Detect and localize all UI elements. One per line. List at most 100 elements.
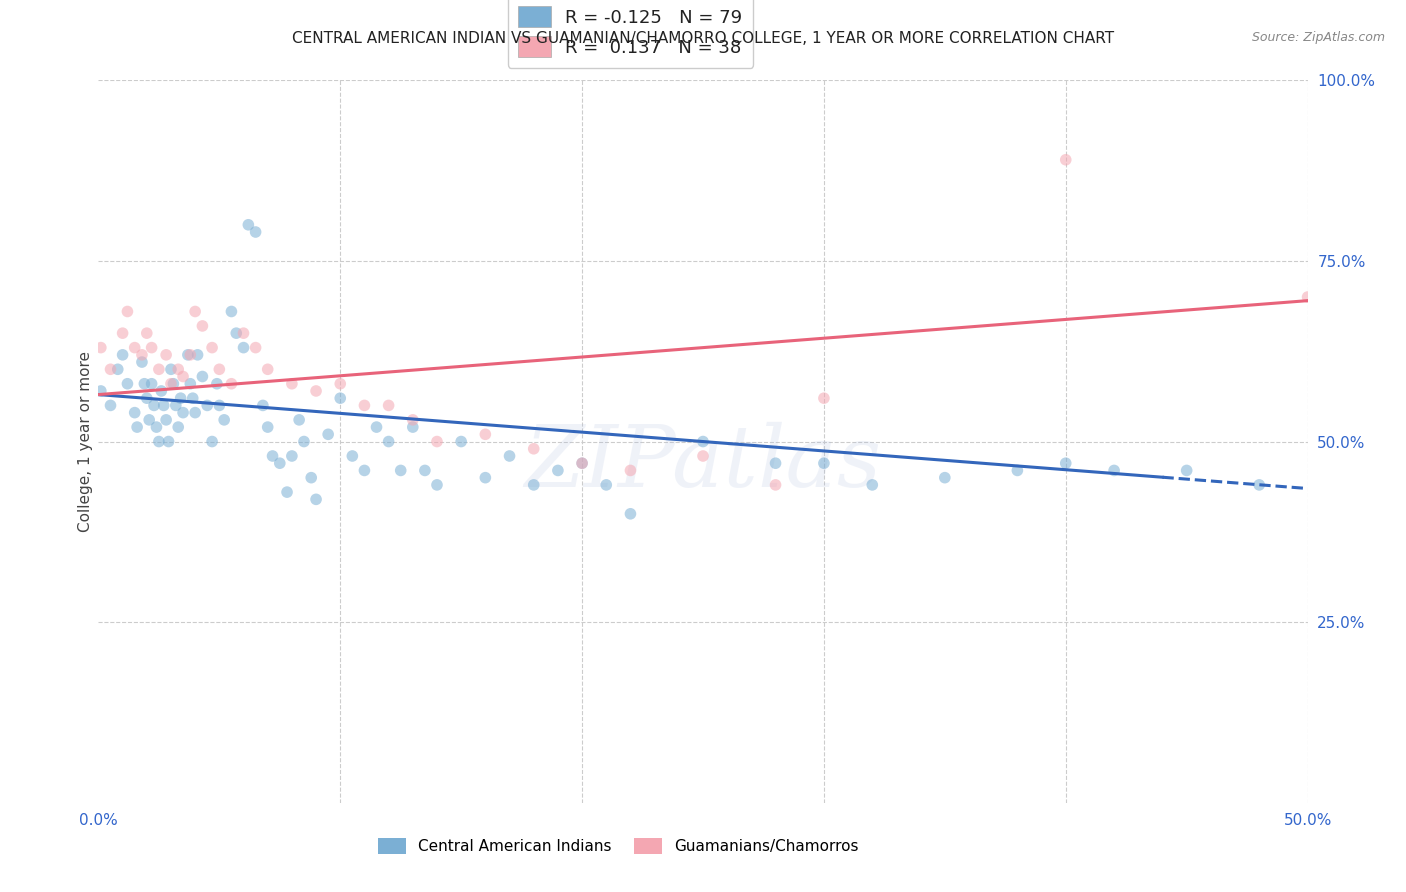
Point — [225, 326, 247, 340]
Point — [305, 492, 328, 507]
Point — [571, 456, 593, 470]
Point — [619, 463, 641, 477]
Point — [256, 362, 278, 376]
Point — [269, 456, 291, 470]
Point — [252, 398, 274, 412]
Point — [1296, 290, 1319, 304]
Point — [148, 362, 170, 376]
Point — [426, 478, 449, 492]
Point — [124, 406, 146, 420]
Point — [134, 376, 156, 391]
Point — [571, 456, 593, 470]
Point — [245, 341, 267, 355]
Point — [342, 449, 364, 463]
Point — [162, 376, 184, 391]
Point — [172, 369, 194, 384]
Point — [100, 398, 122, 412]
Point — [1175, 463, 1198, 477]
Point — [117, 376, 139, 391]
Point — [276, 485, 298, 500]
Y-axis label: College, 1 year or more: College, 1 year or more — [77, 351, 93, 532]
Point — [281, 449, 304, 463]
Point — [208, 362, 231, 376]
Point — [498, 449, 520, 463]
Point — [813, 456, 835, 470]
Point — [366, 420, 388, 434]
Point — [195, 398, 218, 412]
Point — [208, 398, 231, 412]
Point — [221, 304, 243, 318]
Point — [141, 376, 163, 391]
Point — [138, 413, 160, 427]
Point — [377, 434, 399, 449]
Point — [181, 391, 204, 405]
Point — [232, 341, 254, 355]
Point — [212, 413, 235, 427]
Point — [127, 420, 149, 434]
Point — [177, 348, 200, 362]
Point — [765, 478, 787, 492]
Point — [353, 463, 375, 477]
Point — [256, 420, 278, 434]
Point — [245, 225, 267, 239]
Point — [160, 376, 183, 391]
Point — [765, 456, 787, 470]
Point — [1249, 478, 1271, 492]
Point — [117, 304, 139, 318]
Point — [692, 449, 714, 463]
Point — [299, 470, 322, 484]
Point — [100, 362, 122, 376]
Point — [377, 398, 399, 412]
Point — [547, 463, 569, 477]
Point — [389, 463, 412, 477]
Point — [205, 376, 228, 391]
Point — [157, 434, 180, 449]
Point — [595, 478, 617, 492]
Point — [619, 507, 641, 521]
Point — [692, 434, 714, 449]
Point — [143, 398, 166, 412]
Point — [1054, 153, 1077, 167]
Point — [165, 398, 187, 412]
Point — [353, 398, 375, 412]
Point — [167, 362, 190, 376]
Point — [402, 420, 425, 434]
Point — [131, 355, 153, 369]
Point — [90, 384, 112, 398]
Point — [450, 434, 472, 449]
Point — [474, 470, 496, 484]
Point — [201, 341, 224, 355]
Point — [860, 478, 883, 492]
Point — [172, 406, 194, 420]
Point — [329, 376, 352, 391]
Point — [124, 341, 146, 355]
Point — [141, 341, 163, 355]
Point — [1007, 463, 1029, 477]
Point — [262, 449, 284, 463]
Point — [169, 391, 191, 405]
Point — [426, 434, 449, 449]
Point — [523, 478, 546, 492]
Point — [187, 348, 209, 362]
Point — [167, 420, 190, 434]
Point — [221, 376, 243, 391]
Point — [329, 391, 352, 405]
Point — [131, 348, 153, 362]
Point — [292, 434, 315, 449]
Point — [413, 463, 436, 477]
Point — [135, 391, 157, 405]
Point — [1054, 456, 1077, 470]
Point — [160, 362, 183, 376]
Point — [155, 348, 177, 362]
Text: Source: ZipAtlas.com: Source: ZipAtlas.com — [1251, 31, 1385, 45]
Point — [523, 442, 546, 456]
Point — [281, 376, 304, 391]
Legend: Central American Indians, Guamanians/Chamorros: Central American Indians, Guamanians/Cha… — [373, 832, 865, 860]
Point — [474, 427, 496, 442]
Point — [813, 391, 835, 405]
Point — [316, 427, 339, 442]
Point — [148, 434, 170, 449]
Point — [191, 318, 214, 333]
Point — [152, 398, 174, 412]
Point — [191, 369, 214, 384]
